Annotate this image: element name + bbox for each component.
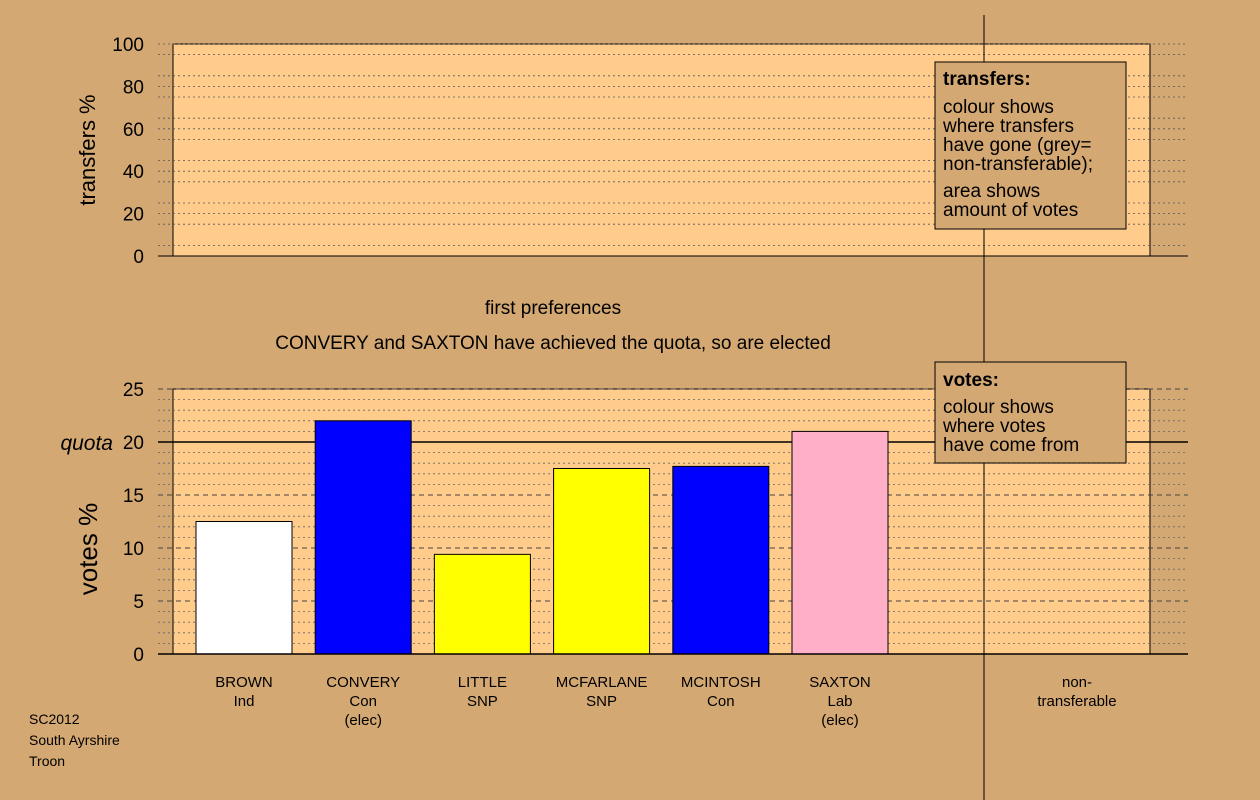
transfers-legend-line: area shows (943, 181, 1040, 202)
category-label: Con (349, 693, 377, 710)
candidate-labels: BROWN Ind CONVERY Con (elec) LITTLE SNP MCFARLA… (215, 674, 870, 729)
category-label: MCFARLANE (556, 674, 648, 691)
category-label: MCINTOSH (681, 674, 761, 691)
transfers-legend-title: transfers: (943, 69, 1031, 90)
bar-little (433, 553, 531, 655)
transfers-grid (158, 43, 1188, 246)
vote-bars (195, 420, 889, 655)
y-tick-label: 80 (123, 77, 144, 98)
non-transferable-label-2: transferable (1037, 693, 1116, 710)
footer-election: SC2012 (29, 711, 80, 727)
bar-brown (195, 521, 293, 655)
category-label: Ind (234, 693, 255, 710)
y-tick-label: 0 (133, 645, 144, 666)
transfers-y-ticks: 0 20 40 60 80 100 (112, 35, 144, 268)
category-label: SNP (467, 693, 498, 710)
chart-subtitle: CONVERY and SAXTON have achieved the quo… (275, 333, 831, 354)
y-tick-label: 20 (123, 205, 144, 226)
category-label: (elec) (821, 712, 859, 729)
quota-label: quota (60, 432, 113, 455)
transfers-legend-line: where transfers (942, 116, 1074, 137)
y-tick-label: 40 (123, 162, 144, 183)
votes-legend-box (934, 361, 1127, 464)
category-label: SAXTON (809, 674, 870, 691)
y-tick-label: 60 (123, 120, 144, 141)
transfers-legend-line: have gone (grey= (943, 135, 1091, 156)
bar-mcfarlane (553, 468, 651, 655)
y-tick-label: 0 (133, 247, 144, 268)
category-label: SNP (586, 693, 617, 710)
transfers-legend-line: colour shows (943, 97, 1054, 118)
votes-legend-line: have come from (943, 435, 1079, 456)
chart-title: first preferences (485, 298, 621, 319)
votes-legend: votes: colour shows where votes have com… (934, 361, 1127, 464)
transfers-legend-line: amount of votes (943, 200, 1078, 221)
transfers-y-axis-label: transfers % (75, 94, 100, 205)
transfers-legend-line: non-transferable); (943, 154, 1093, 175)
non-transferable-label-1: non- (1062, 674, 1092, 691)
y-tick-label: 20 (123, 433, 144, 454)
category-label: Lab (827, 693, 852, 710)
votes-legend-title: votes: (943, 370, 999, 391)
bar-saxton (791, 430, 889, 655)
y-tick-label: 25 (123, 380, 144, 401)
votes-legend-line: where votes (942, 416, 1045, 437)
footer-ward: Troon (29, 753, 65, 769)
y-tick-label: 10 (123, 539, 144, 560)
votes-y-ticks: 0 5 10 15 20 25 (123, 380, 144, 666)
footer-council: South Ayrshire (29, 732, 120, 748)
bar-convery (314, 420, 412, 655)
y-tick-label: 15 (123, 486, 144, 507)
bar-mcintosh (672, 465, 770, 655)
category-label: BROWN (215, 674, 273, 691)
category-label: Con (707, 693, 735, 710)
votes-panel: 0 5 10 15 20 25 quota BROWN Ind CONVERY Con (elec… (60, 380, 1188, 729)
transfers-legend: transfers: colour shows where transfers … (934, 61, 1127, 230)
votes-legend-line: colour shows (943, 397, 1054, 418)
transfers-legend-box (934, 61, 1127, 230)
category-label: CONVERY (326, 674, 400, 691)
y-tick-label: 5 (133, 592, 144, 613)
category-label: (elec) (344, 712, 382, 729)
y-tick-label: 100 (112, 35, 144, 56)
votes-y-axis-label: votes % (73, 503, 103, 596)
category-label: LITTLE (458, 674, 507, 691)
